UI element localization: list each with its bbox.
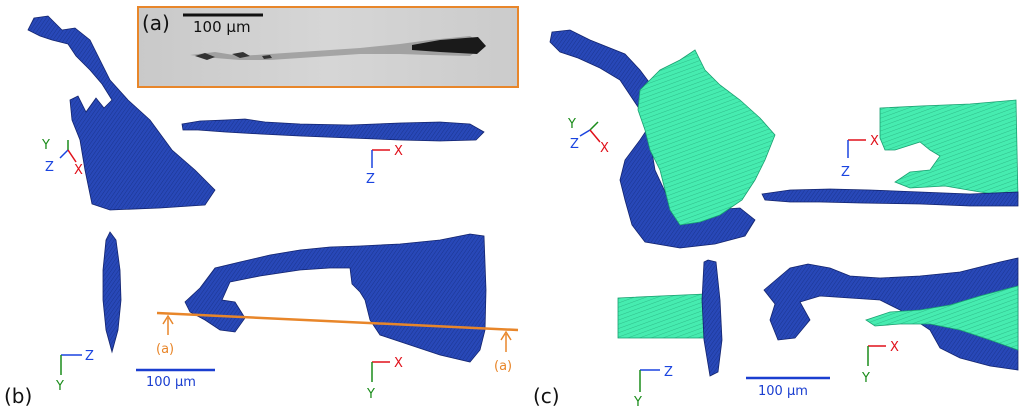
panel-c-top-axis-z: Z (841, 165, 850, 180)
panel-b-axes-top-right: X Z (366, 144, 403, 187)
inset-label: (a) (142, 11, 170, 35)
panel-c-top-view-green (880, 100, 1018, 198)
panel-c-side-view-green (618, 294, 705, 338)
panel-b-axes-bottom-right: X Y (366, 356, 403, 402)
panel-c-axes-iso: Y Z X (567, 117, 609, 156)
panel-b-axis-x: X (74, 163, 83, 178)
panel-b-br-axis-x: X (394, 356, 403, 371)
panel-b-axis-z: Z (45, 160, 54, 175)
inset-panel-a: (a) 100 µm (138, 7, 518, 87)
panel-c-br-axis-y: Y (861, 371, 870, 386)
panel-c-axes-bottom-right: X Y (861, 340, 899, 386)
panel-b-axis-y: Y (41, 138, 50, 153)
panel-c-bl-axis-z: Z (664, 365, 673, 380)
panel-c-label: (c) (533, 384, 560, 408)
panel-b-axes-iso: Y Z X (41, 138, 83, 178)
panel-b-bl-axis-y: Y (55, 379, 64, 394)
panel-c-axis-y: Y (567, 117, 576, 132)
panel-c-top-axis-x: X (870, 134, 879, 149)
panel-b-top-axis-z: Z (366, 172, 375, 187)
panel-c-side-view-blue (702, 260, 722, 376)
panel-b-front-view-crack (185, 234, 486, 362)
panel-b-top-view-crack (182, 119, 484, 141)
panel-b-marker-left-label: (a) (156, 342, 174, 357)
panel-b-marker-right-label: (a) (494, 359, 512, 374)
panel-b-bl-axis-z: Z (85, 349, 94, 364)
panel-c: Y Z X X Z Z Y X Y 100 µm (c) (533, 30, 1018, 410)
panel-c-axes-bottom-left: Z Y (633, 365, 673, 410)
panel-c-scalebar-label: 100 µm (758, 384, 808, 399)
panel-b-br-axis-y: Y (366, 387, 375, 402)
panel-b-side-view-crack (103, 232, 121, 352)
panel-c-axis-x: X (600, 141, 609, 156)
panel-b-axes-bottom-left: Z Y (55, 349, 94, 394)
panel-b-top-axis-x: X (394, 144, 403, 159)
panel-c-axis-z: Z (570, 137, 579, 152)
panel-c-br-axis-x: X (890, 340, 899, 355)
inset-scalebar-label: 100 µm (193, 18, 251, 36)
panel-b-label: (b) (4, 384, 32, 408)
panel-c-bl-axis-y: Y (633, 395, 642, 410)
panel-b-scalebar-label: 100 µm (146, 375, 196, 390)
panel-c-axes-top-right: X Z (841, 134, 879, 180)
